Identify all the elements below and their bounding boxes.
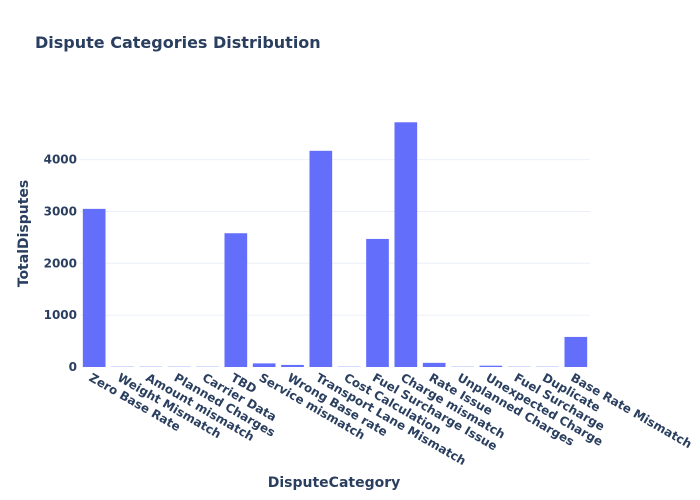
bar [252, 363, 276, 367]
y-tick-label: 0 [69, 360, 77, 374]
bar [422, 362, 446, 367]
bar [564, 336, 588, 367]
bar [82, 208, 106, 367]
y-axis-title: TotalDisputes [16, 180, 32, 288]
y-tick-label: 2000 [44, 256, 77, 270]
chart-title: Dispute Categories Distribution [35, 33, 321, 52]
bar [366, 238, 389, 367]
bar [394, 122, 418, 367]
bar [224, 233, 248, 367]
y-tick-label: 4000 [44, 153, 77, 167]
y-tick-label: 3000 [44, 204, 77, 218]
bar [281, 364, 304, 367]
y-tick-label: 1000 [44, 308, 77, 322]
bar [309, 150, 333, 367]
x-axis-title: DisputeCategory [268, 475, 401, 491]
bar [479, 365, 503, 367]
